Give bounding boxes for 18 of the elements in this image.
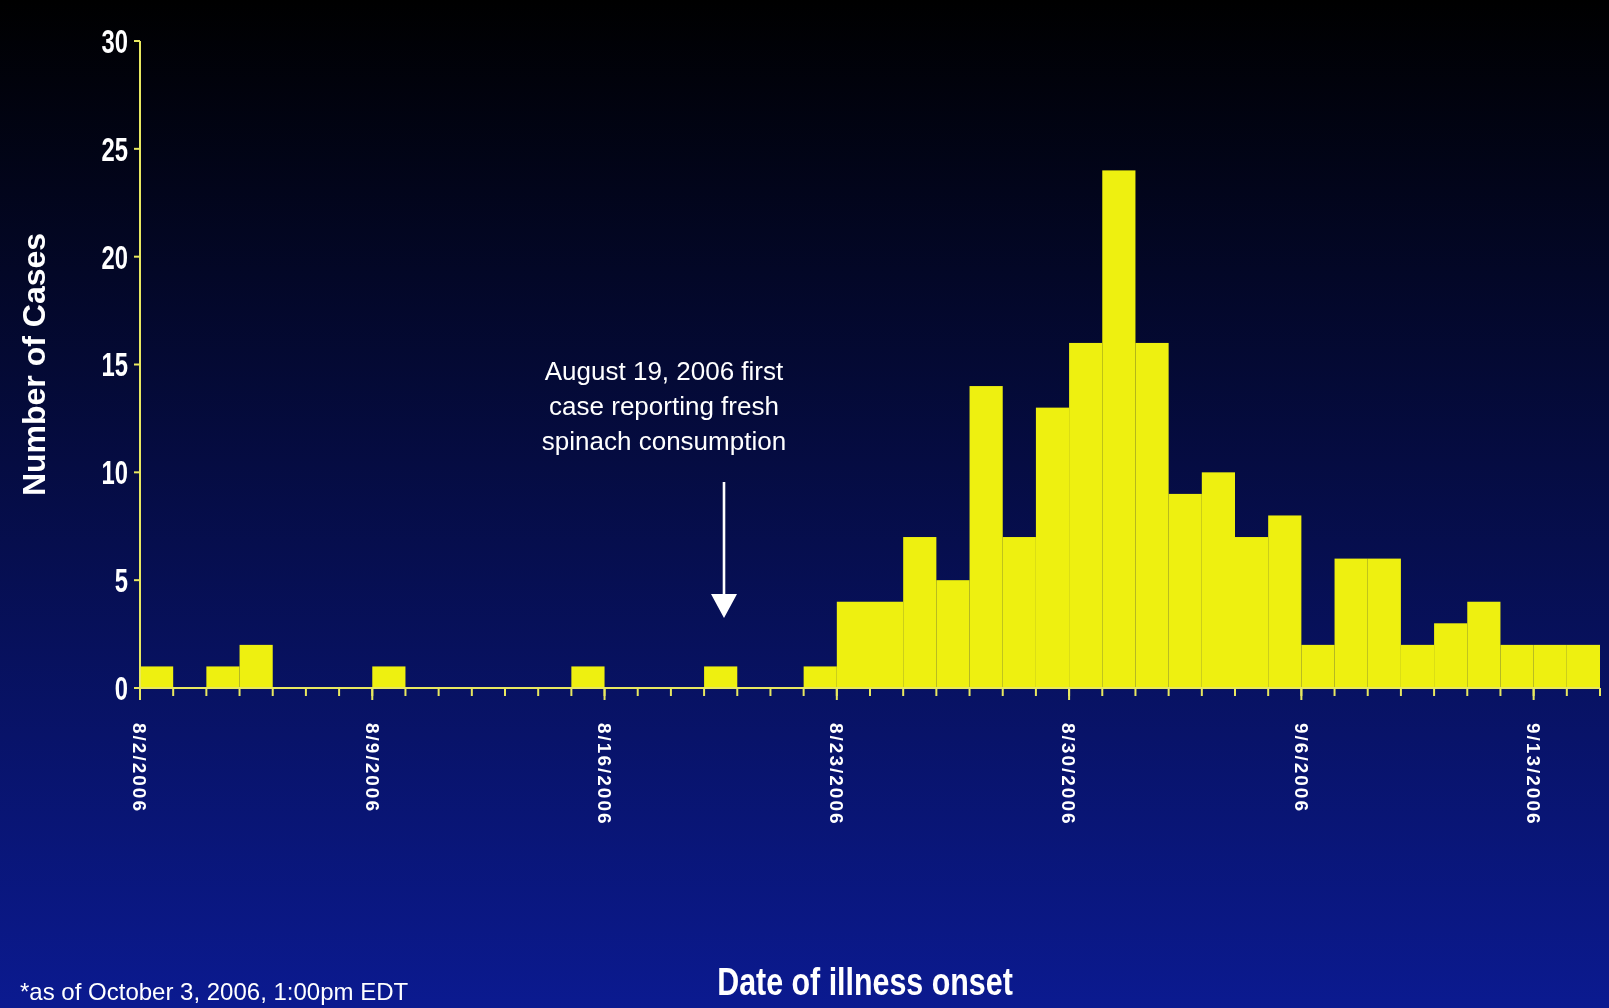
x-axis-title: Date of illness onset bbox=[717, 960, 1014, 1003]
y-tick-label: 20 bbox=[101, 237, 128, 276]
y-axis-title: Number of Cases bbox=[16, 232, 52, 497]
y-tick-label: 25 bbox=[101, 129, 128, 168]
x-tick-label: 9/6/2006 bbox=[1290, 723, 1312, 813]
y-tick-label: 0 bbox=[114, 668, 128, 707]
annotation: August 19, 2006 first case reporting fresh spinach consumption bbox=[541, 356, 787, 456]
y-tick-label: 10 bbox=[101, 452, 128, 492]
text: *as of October 3, 2006, 1:00pm EDT bbox=[20, 978, 409, 1005]
x-tick-label: 8/23/2006 bbox=[826, 723, 848, 826]
x-tick-label: 8/9/2006 bbox=[361, 723, 383, 813]
y-tick-label: 30 bbox=[101, 21, 128, 60]
x-tick-label: 8/2/2006 bbox=[129, 723, 151, 813]
y-tick-label: 15 bbox=[101, 345, 128, 384]
x-tick-label: 8/16/2006 bbox=[593, 723, 615, 826]
y-tick-label: 5 bbox=[114, 560, 128, 600]
x-tick-label: 8/30/2006 bbox=[1058, 723, 1080, 826]
x-tick-label: 9/13/2006 bbox=[1522, 723, 1544, 826]
